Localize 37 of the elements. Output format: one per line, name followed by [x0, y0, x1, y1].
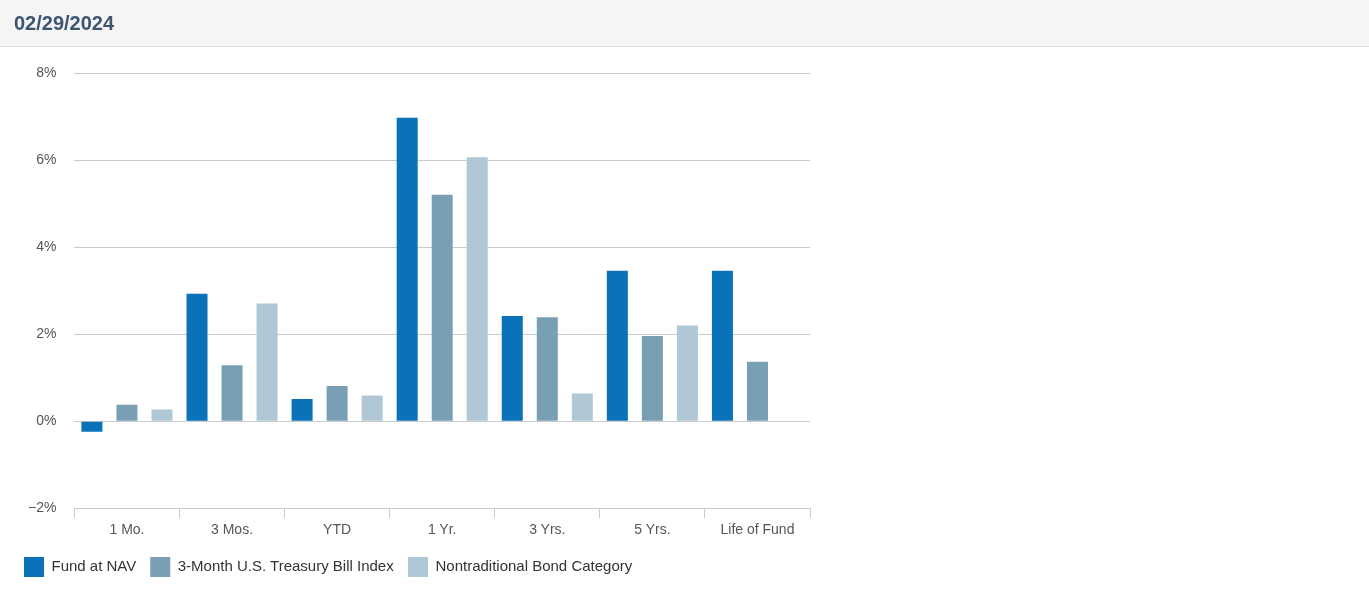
y-tick-label: −2% [27, 499, 57, 516]
x-tick-label: 3 Mos. [211, 521, 254, 538]
bar [571, 393, 593, 421]
y-tick-label: 2% [36, 325, 57, 342]
bar [151, 409, 173, 421]
bar [361, 395, 383, 421]
y-tick-label: 0% [36, 412, 57, 429]
bar [256, 303, 278, 421]
y-tick-label: 6% [36, 151, 57, 168]
x-tick-label: 1 Yr. [427, 521, 457, 538]
legend-label: Nontraditional Bond Category [435, 557, 633, 575]
bar [291, 399, 313, 421]
x-tick-label: YTD [323, 521, 352, 538]
bar [606, 270, 628, 421]
bar [466, 157, 488, 421]
bar [536, 317, 558, 421]
bar [186, 293, 208, 421]
y-tick-label: 4% [36, 238, 57, 255]
x-tick-label: 3 Yrs. [529, 521, 566, 538]
y-tick-label: 8% [36, 64, 57, 81]
bar [676, 325, 698, 421]
legend-label: Fund at NAV [51, 557, 137, 575]
bar [431, 194, 453, 421]
bar [221, 365, 243, 421]
chart-title: 02/29/2024 [0, 0, 1369, 47]
x-tick-label: Life of Fund [720, 521, 795, 538]
bar [326, 386, 348, 421]
bar [501, 316, 523, 421]
legend-label: 3-Month U.S. Treasury Bill Index [177, 557, 395, 575]
x-tick-label: 1 Mo. [109, 521, 145, 538]
bar [641, 336, 663, 421]
x-tick-label: 5 Yrs. [634, 521, 671, 538]
bar [116, 404, 138, 421]
bar [711, 270, 733, 421]
bar [746, 361, 768, 421]
bar [81, 421, 103, 432]
bar [396, 117, 418, 421]
